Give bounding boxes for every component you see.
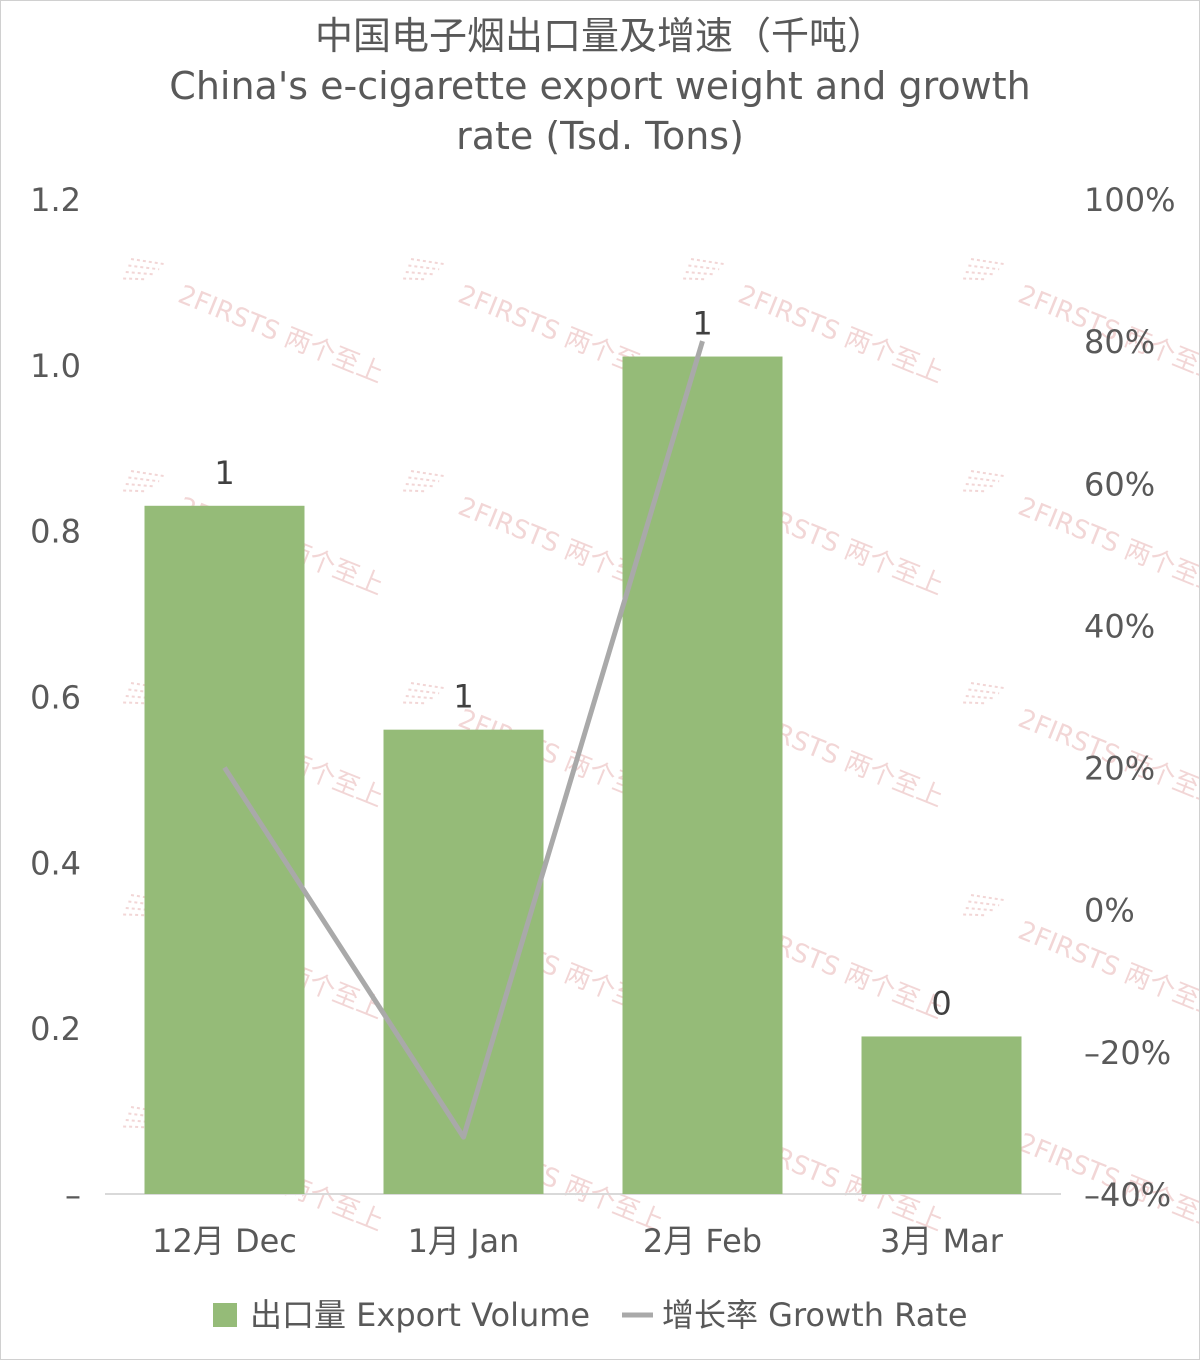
watermark-text: 2FIRSTS 两个至上 — [1014, 492, 1199, 602]
left-axis-tick-label: – — [65, 1176, 81, 1214]
bar — [383, 729, 544, 1194]
right-axis: –40% –20% 0% 20% 40% 60% 80% 100% — [1084, 181, 1175, 1214]
watermark: 2FIRSTS 两个至上 — [963, 894, 1200, 1026]
left-axis-tick-label: 1.2 — [30, 181, 81, 219]
watermark-mark — [403, 277, 427, 281]
watermark-mark — [123, 913, 147, 917]
watermark: 2FIRSTS 两个至上 — [123, 258, 388, 390]
bar-data-label: 1 — [214, 454, 234, 492]
watermark-mark — [963, 489, 987, 493]
watermark-mark — [965, 906, 993, 912]
watermark-mark — [128, 476, 160, 483]
watermark-mark — [688, 264, 720, 271]
right-axis-tick-label: –40% — [1084, 1176, 1171, 1214]
watermark-mark — [128, 264, 160, 271]
watermark-mark — [965, 482, 993, 488]
watermark-mark — [963, 913, 987, 917]
watermark-text: 2FIRSTS 两个至上 — [174, 280, 388, 390]
legend-label-growth-rate: 增长率 Growth Rate — [662, 1296, 968, 1334]
bar-data-label: 1 — [453, 678, 473, 716]
x-axis-tick-label: 12月 Dec — [152, 1222, 297, 1260]
bar-series — [144, 356, 1022, 1195]
bar — [861, 1036, 1022, 1194]
watermark-mark — [685, 270, 713, 276]
line-series — [222, 340, 705, 1140]
right-axis-tick-label: –20% — [1084, 1034, 1171, 1072]
watermark-mark — [963, 701, 987, 705]
watermark-mark — [125, 482, 153, 488]
watermark-mark — [123, 1125, 147, 1129]
left-axis-tick-label: 0.2 — [30, 1010, 81, 1048]
left-axis: – 0.2 0.4 0.6 0.8 1.0 1.2 — [30, 181, 81, 1214]
watermark-mark — [965, 694, 993, 700]
legend: 出口量 Export Volume 增长率 Growth Rate — [213, 1296, 968, 1334]
bar — [622, 356, 783, 1195]
watermark: 2FIRSTS 两个至上 — [963, 682, 1200, 813]
watermark-mark — [403, 489, 427, 493]
right-axis-tick-label: 0% — [1084, 892, 1135, 930]
bar-data-label: 0 — [931, 984, 951, 1022]
x-axis-tick-label: 1月 Jan — [408, 1222, 520, 1260]
watermark: 2FIRSTS 两个至上 — [963, 470, 1200, 602]
watermark-mark — [683, 277, 707, 281]
left-axis-tick-label: 0.4 — [30, 844, 81, 882]
chart-subtitle-line-1: China's e-cigarette export weight and gr… — [169, 64, 1030, 108]
right-axis-tick-label: 100% — [1084, 181, 1175, 219]
bar-data-label: 1 — [692, 305, 712, 343]
left-axis-tick-label: 0.8 — [30, 513, 81, 551]
right-axis-tick-label: 80% — [1084, 323, 1155, 361]
watermark-text: 2FIRSTS 两个至上 — [1014, 916, 1199, 1026]
watermark-mark — [405, 270, 433, 276]
x-axis: 12月 Dec 1月 Jan 2月 Feb 3月 Mar — [152, 1222, 1004, 1260]
watermark-mark — [408, 476, 440, 483]
watermark-mark — [403, 701, 427, 705]
watermark-mark — [123, 277, 147, 281]
watermark-mark — [408, 688, 440, 695]
right-axis-tick-label: 40% — [1084, 607, 1155, 645]
watermark-mark — [968, 900, 1000, 907]
watermark-mark — [968, 264, 1000, 271]
right-axis-tick-label: 60% — [1084, 465, 1155, 503]
watermark-mark — [123, 701, 147, 705]
watermark-mark — [405, 482, 433, 488]
watermark-mark — [125, 270, 153, 276]
chart-subtitle: China's e-cigarette export weight and gr… — [169, 64, 1030, 158]
watermark-mark — [405, 694, 433, 700]
legend-swatch-export-volume — [213, 1303, 237, 1327]
watermark-mark — [968, 688, 1000, 695]
watermark-mark — [963, 277, 987, 281]
left-axis-tick-label: 1.0 — [30, 347, 81, 385]
watermark-mark — [965, 270, 993, 276]
chart-title: 中国电子烟出口量及增速（千吨） — [315, 14, 885, 58]
bar-data-labels: 1 1 1 0 — [214, 305, 951, 1023]
x-axis-tick-label: 2月 Feb — [643, 1222, 762, 1260]
legend-label-export-volume: 出口量 Export Volume — [250, 1296, 590, 1334]
watermark-mark — [408, 264, 440, 271]
right-axis-tick-label: 20% — [1084, 750, 1155, 788]
watermark-mark — [125, 694, 153, 700]
watermark-mark — [123, 489, 147, 493]
watermark-mark — [968, 476, 1000, 483]
growth-rate-line — [222, 340, 705, 1140]
left-axis-tick-label: 0.6 — [30, 679, 81, 717]
x-axis-tick-label: 3月 Mar — [880, 1222, 1004, 1260]
watermark-mark — [125, 1118, 153, 1124]
watermark-mark — [125, 906, 153, 912]
chart-subtitle-line-2: rate (Tsd. Tons) — [456, 114, 744, 158]
watermark: 2FIRSTS 两个至上 — [963, 258, 1200, 389]
